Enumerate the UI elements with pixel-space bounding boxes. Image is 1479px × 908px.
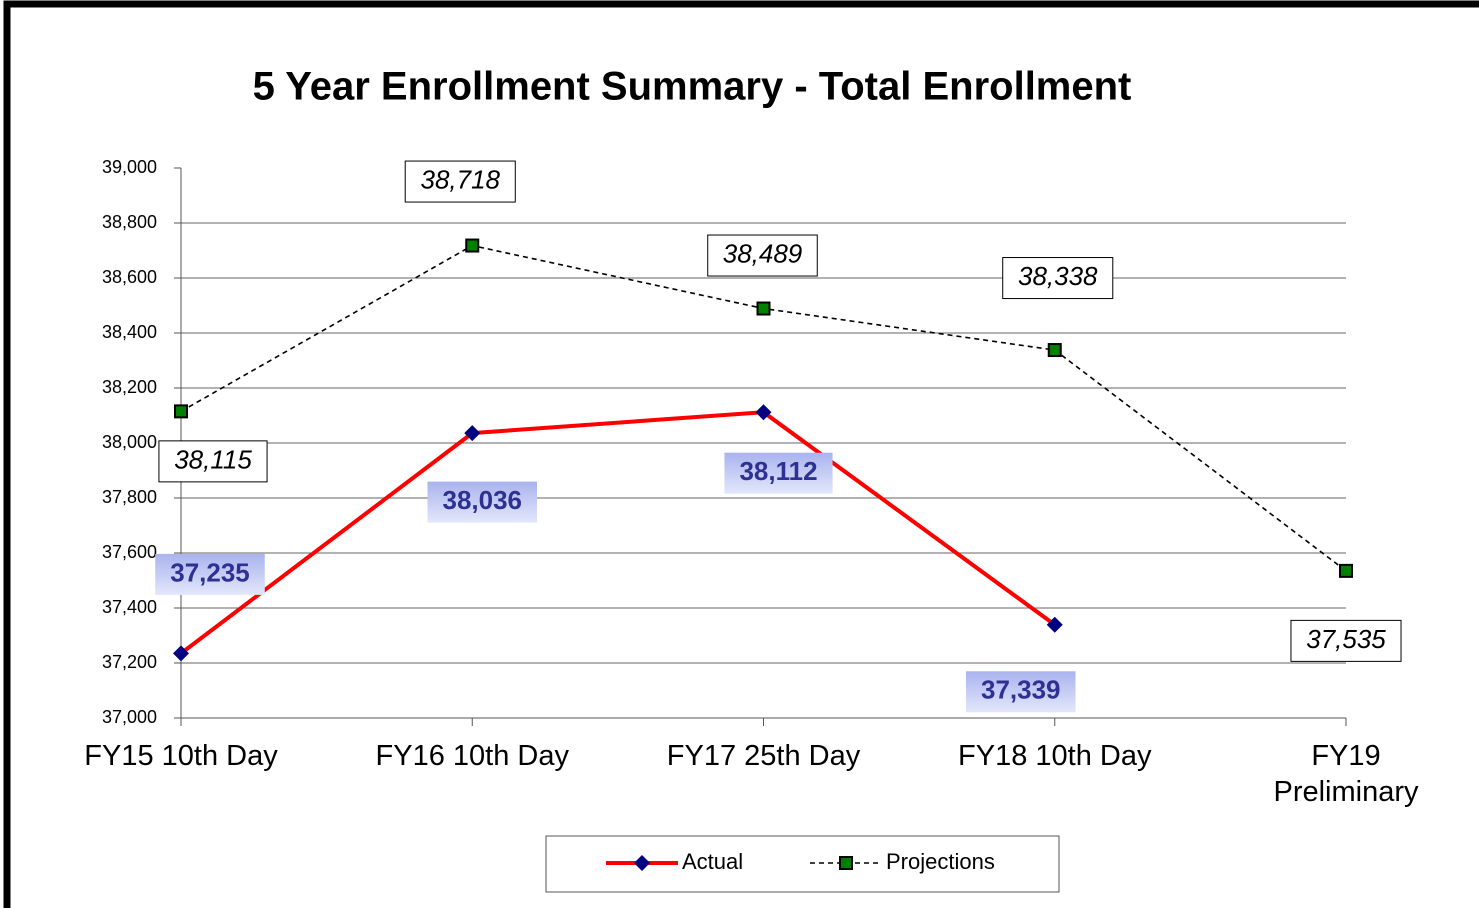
y-tick-label: 39,000 — [102, 157, 157, 177]
data-label-box — [427, 481, 538, 523]
data-label-box — [1002, 257, 1114, 300]
data-label-group: 38,112 — [724, 452, 833, 494]
x-tick-label: FY19 Preliminary — [1273, 740, 1419, 808]
x-tick-label: FY15 10th Day — [84, 740, 278, 772]
legend-marker — [839, 856, 853, 870]
y-tick-label: 38,200 — [102, 377, 157, 397]
marker — [464, 425, 481, 442]
data-label: 37,339 — [981, 675, 1061, 705]
y-tick-label: 38,600 — [102, 267, 157, 287]
data-label-group: 38,115 — [158, 440, 268, 483]
data-label-group: 38,036 — [427, 481, 538, 523]
data-label: 37,235 — [170, 557, 250, 587]
data-label-box — [1290, 619, 1402, 662]
data-label-group: 37,235 — [155, 553, 265, 595]
data-label-group: 38,338 — [1002, 257, 1114, 300]
x-tick-label: FY18 10th Day — [958, 740, 1152, 772]
data-label-box — [404, 160, 516, 203]
marker — [1046, 616, 1063, 633]
data-label-box — [155, 553, 265, 595]
y-tick-label: 37,600 — [102, 542, 157, 562]
data-label: 37,535 — [1306, 624, 1386, 654]
data-label: 38,718 — [420, 164, 500, 194]
data-label-box — [158, 440, 268, 483]
legend-label: Actual — [682, 849, 743, 874]
marker — [1047, 343, 1062, 358]
y-tick-label: 38,400 — [102, 322, 157, 342]
y-tick-label: 37,800 — [102, 487, 157, 507]
frame — [3, 0, 1479, 908]
y-tick-label: 37,400 — [102, 597, 157, 617]
y-tick-label: 37,200 — [102, 652, 157, 672]
legend-label: Projections — [886, 849, 995, 874]
marker — [755, 404, 772, 421]
marker — [465, 238, 480, 253]
y-tick-label: 38,000 — [102, 432, 157, 452]
chart-title: 5 Year Enrollment Summary - Total Enroll… — [253, 65, 1132, 109]
x-tick-label: FY16 10th Day — [375, 740, 569, 772]
data-label-box — [724, 452, 833, 494]
y-tick-label: 37,000 — [102, 707, 157, 727]
data-label: 38,112 — [739, 456, 817, 486]
marker — [1339, 563, 1353, 578]
data-label-group: 38,489 — [707, 234, 818, 277]
x-tick-label: FY17 25th Day — [666, 740, 861, 772]
data-label-group: 37,535 — [1290, 619, 1402, 662]
marker — [756, 301, 771, 316]
marker — [174, 404, 188, 419]
data-label: 38,115 — [174, 444, 252, 474]
marker — [173, 645, 189, 662]
series-line — [179, 410, 1056, 655]
data-label-box — [965, 671, 1076, 713]
data-label-group: 38,718 — [404, 160, 516, 203]
data-label-group: 37,339 — [965, 671, 1076, 713]
data-label: 38,489 — [723, 238, 803, 268]
legend-marker — [634, 855, 650, 871]
y-tick-label: 38,800 — [102, 212, 157, 232]
data-label: 38,338 — [1018, 261, 1098, 291]
data-label: 38,036 — [442, 485, 522, 515]
data-label-box — [707, 234, 818, 277]
